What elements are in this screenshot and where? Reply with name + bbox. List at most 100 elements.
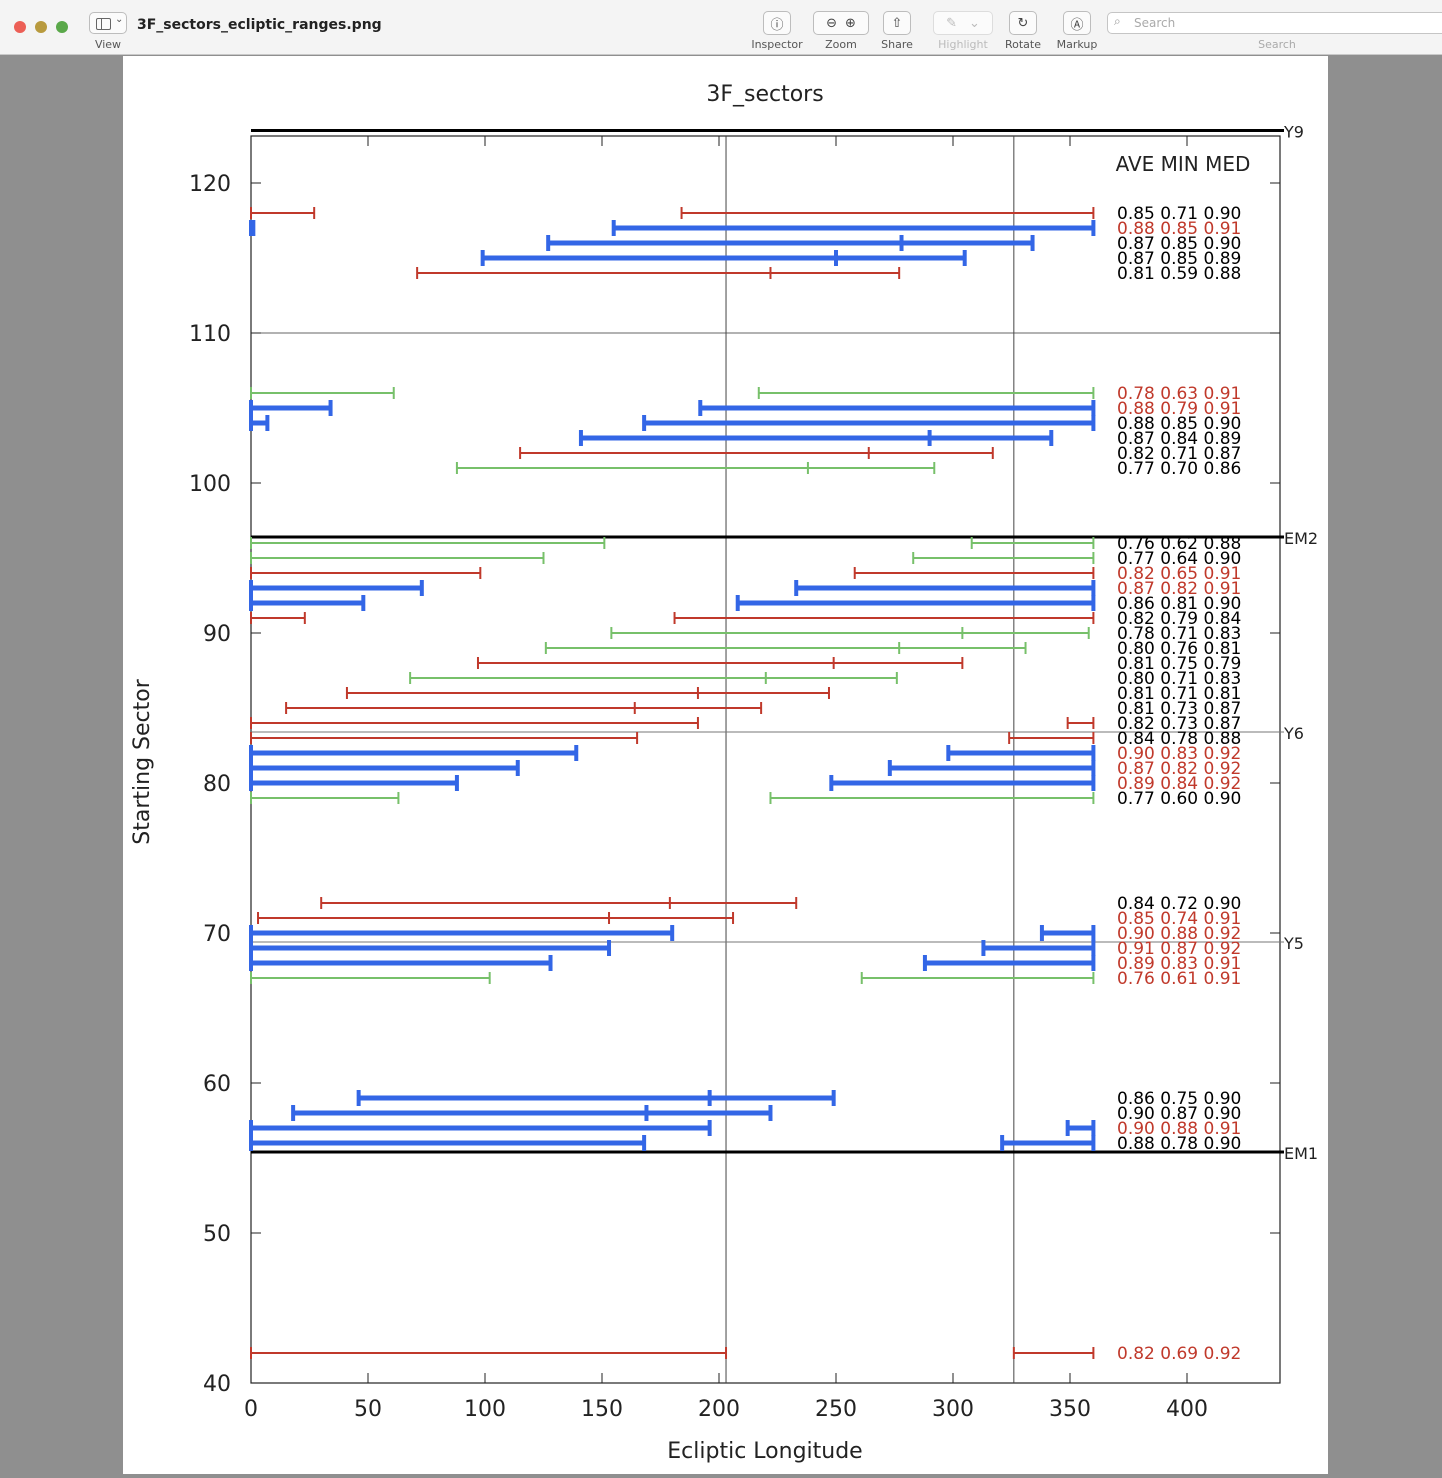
inspector-button[interactable]: ⓘ: [763, 11, 791, 35]
row-stats: 0.82 0.79 0.84: [1117, 609, 1241, 629]
range-chart: 3F_sectors Ecliptic Longitude Starting S…: [130, 82, 1318, 1464]
rotate-button[interactable]: ↻: [1009, 11, 1037, 35]
row-stats: 0.87 0.84 0.89: [1117, 429, 1241, 449]
row-stats: 0.76 0.62 0.88: [1117, 534, 1241, 554]
row-stats: 0.77 0.70 0.86: [1117, 459, 1241, 479]
x-tick-label: 150: [581, 1397, 623, 1422]
y-tick-label: 100: [189, 472, 231, 497]
stats-header: AVE MIN MED: [1116, 152, 1251, 176]
y-tick-label: 110: [189, 322, 231, 347]
x-tick-label: 350: [1049, 1397, 1091, 1422]
row-stats: 0.82 0.69 0.92: [1117, 1344, 1241, 1364]
row-stats: 0.80 0.71 0.83: [1117, 669, 1241, 689]
row-stats: 0.77 0.64 0.90: [1117, 549, 1241, 569]
milestone-label: EM1: [1284, 1144, 1318, 1163]
markup-button[interactable]: Ⓐ: [1063, 11, 1091, 35]
row-stats: 0.81 0.75 0.79: [1117, 654, 1241, 674]
row-stats: 0.84 0.78 0.88: [1117, 729, 1241, 749]
rotate-icon: ↻: [1017, 15, 1029, 31]
row-stats: 0.80 0.76 0.81: [1117, 639, 1241, 659]
chart-title: 3F_sectors: [706, 82, 823, 107]
share-icon: ⇧: [891, 15, 903, 31]
zoom-window-button[interactable]: [56, 21, 68, 33]
milestone-label: Y5: [1283, 934, 1304, 953]
row-stats: 0.86 0.81 0.90: [1117, 594, 1241, 614]
row-stats: 0.77 0.60 0.90: [1117, 789, 1241, 809]
rotate-caption: Rotate: [1004, 38, 1041, 51]
y-tick-label: 50: [203, 1222, 231, 1247]
sidebar-icon: [96, 18, 111, 30]
row-stats: 0.82 0.73 0.87: [1117, 714, 1241, 734]
zoom-button-group[interactable]: ⊖ ⊕: [813, 11, 869, 35]
zoom-caption: Zoom: [825, 38, 857, 51]
close-window-button[interactable]: [14, 21, 26, 33]
view-menu-button[interactable]: ⌄: [89, 12, 127, 34]
row-stats: 0.81 0.73 0.87: [1117, 699, 1241, 719]
x-axis-label: Ecliptic Longitude: [667, 1439, 862, 1464]
x-tick-label: 200: [698, 1397, 740, 1422]
milestone-label: EM2: [1284, 529, 1318, 548]
row-stats: 0.87 0.82 0.92: [1117, 759, 1241, 779]
row-stats: 0.90 0.88 0.91: [1117, 1119, 1241, 1139]
x-tick-label: 250: [815, 1397, 857, 1422]
x-tick-label: 50: [354, 1397, 382, 1422]
row-stats: 0.81 0.71 0.81: [1117, 684, 1241, 704]
row-stats: 0.81 0.59 0.88: [1117, 264, 1241, 284]
minimize-window-button[interactable]: [35, 21, 47, 33]
row-stats: 0.87 0.85 0.90: [1117, 234, 1241, 254]
share-button[interactable]: ⇧: [883, 11, 911, 35]
pen-icon: ✎: [946, 15, 957, 31]
chevron-down-icon: ⌄: [969, 15, 980, 31]
inspector-caption: Inspector: [751, 38, 803, 51]
document-title: 3F_sectors_ecliptic_ranges.png: [137, 17, 382, 33]
row-stats: 0.82 0.65 0.91: [1117, 564, 1241, 584]
highlight-button[interactable]: ✎ ⌄: [933, 11, 993, 35]
y-tick-label: 120: [189, 172, 231, 197]
row-stats: 0.90 0.87 0.90: [1117, 1104, 1241, 1124]
milestone-label: Y9: [1283, 123, 1304, 142]
row-stats: 0.76 0.61 0.91: [1117, 969, 1241, 989]
x-tick-label: 300: [932, 1397, 974, 1422]
search-caption: Search: [1258, 38, 1296, 51]
row-stats: 0.85 0.74 0.91: [1117, 909, 1241, 929]
y-tick-label: 90: [203, 622, 231, 647]
row-stats: 0.90 0.83 0.92: [1117, 744, 1241, 764]
view-caption: View: [94, 38, 122, 51]
row-stats: 0.85 0.71 0.90: [1117, 204, 1241, 224]
x-tick-label: 0: [244, 1397, 258, 1422]
window-titlebar: ⌄ View 3F_sectors_ecliptic_ranges.png ⓘ …: [0, 0, 1442, 55]
search-field[interactable]: ⌕: [1107, 12, 1442, 34]
highlight-caption: Highlight: [938, 38, 988, 51]
row-stats: 0.84 0.72 0.90: [1117, 894, 1241, 914]
milestone-label: Y6: [1283, 724, 1304, 743]
y-axis-label: Starting Sector: [130, 678, 155, 844]
row-stats: 0.89 0.83 0.91: [1117, 954, 1241, 974]
zoom-in-icon[interactable]: ⊕: [845, 15, 856, 31]
row-stats: 0.82 0.71 0.87: [1117, 444, 1241, 464]
markup-icon: Ⓐ: [1070, 17, 1084, 33]
y-tick-label: 60: [203, 1072, 231, 1097]
row-stats: 0.88 0.85 0.91: [1117, 219, 1241, 239]
share-caption: Share: [881, 38, 913, 51]
row-stats: 0.78 0.71 0.83: [1117, 624, 1241, 644]
chevron-down-icon: ⌄: [115, 14, 124, 25]
y-tick-label: 80: [203, 772, 231, 797]
row-stats: 0.88 0.78 0.90: [1117, 1134, 1241, 1154]
row-stats: 0.87 0.82 0.91: [1117, 579, 1241, 599]
row-stats: 0.91 0.87 0.92: [1117, 939, 1241, 959]
markup-caption: Markup: [1056, 38, 1098, 51]
zoom-out-icon[interactable]: ⊖: [826, 15, 837, 31]
search-input[interactable]: [1132, 15, 1436, 31]
info-icon: ⓘ: [770, 17, 784, 33]
row-stats: 0.78 0.63 0.91: [1117, 384, 1241, 404]
search-icon: ⌕: [1114, 14, 1121, 28]
row-stats: 0.89 0.84 0.92: [1117, 774, 1241, 794]
document-page[interactable]: 3F_sectors Ecliptic Longitude Starting S…: [123, 56, 1328, 1474]
row-stats: 0.88 0.85 0.90: [1117, 414, 1241, 434]
row-stats: 0.90 0.88 0.92: [1117, 924, 1241, 944]
y-tick-label: 40: [203, 1372, 231, 1397]
row-stats: 0.88 0.79 0.91: [1117, 399, 1241, 419]
row-stats: 0.87 0.85 0.89: [1117, 249, 1241, 269]
row-stats: 0.86 0.75 0.90: [1117, 1089, 1241, 1109]
y-tick-label: 70: [203, 922, 231, 947]
